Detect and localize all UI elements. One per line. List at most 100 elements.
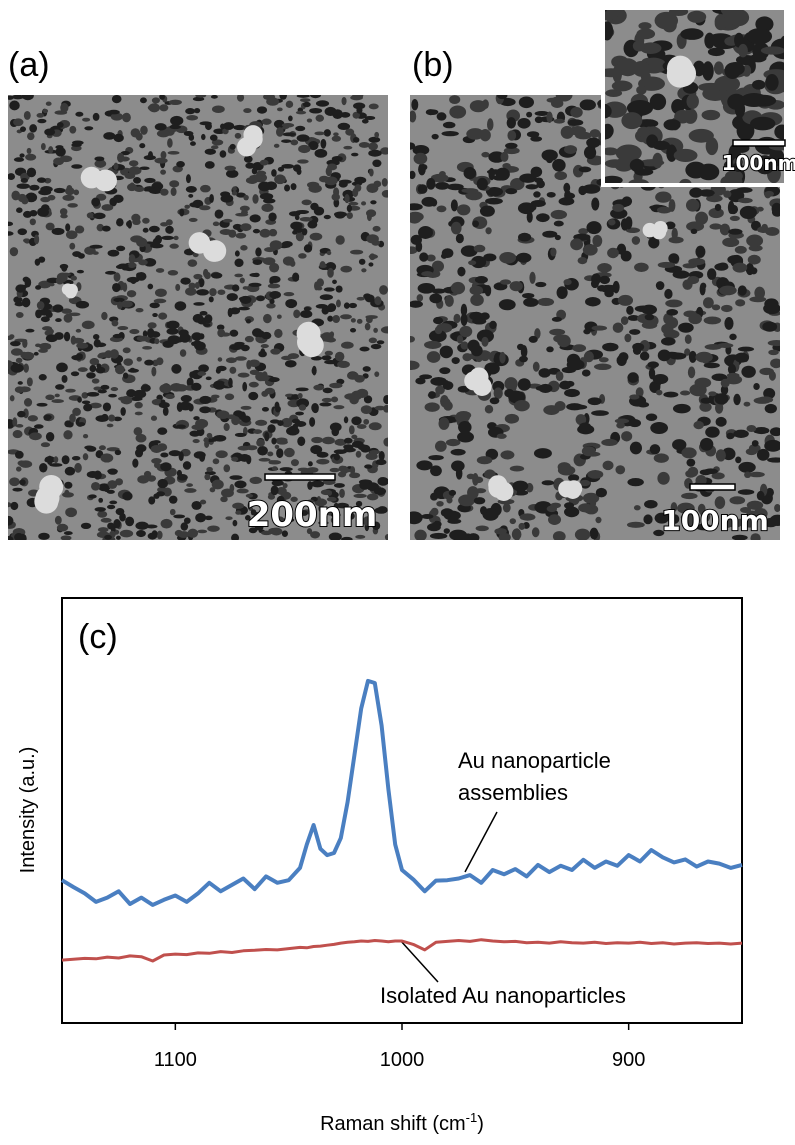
pore xyxy=(731,518,749,524)
pore xyxy=(205,376,212,381)
pore xyxy=(430,465,442,477)
pore xyxy=(19,153,25,158)
pore xyxy=(626,99,654,116)
pore xyxy=(366,234,379,244)
pore xyxy=(616,422,625,429)
pore xyxy=(413,152,428,165)
pore xyxy=(8,221,14,227)
pore xyxy=(368,136,381,143)
pore xyxy=(636,85,647,95)
pore xyxy=(734,352,749,363)
pore xyxy=(240,245,248,251)
pore xyxy=(519,355,528,363)
pore xyxy=(323,214,331,220)
pore xyxy=(209,134,218,141)
pore xyxy=(315,114,325,122)
pore xyxy=(11,95,24,100)
pore xyxy=(749,296,767,303)
pore xyxy=(487,118,494,131)
pore xyxy=(591,197,600,211)
pore xyxy=(632,342,645,352)
pore xyxy=(538,383,553,393)
pore xyxy=(363,293,372,300)
pore xyxy=(426,254,436,262)
pore xyxy=(533,448,552,459)
pore xyxy=(82,453,89,461)
pore xyxy=(481,336,489,347)
pore xyxy=(185,108,196,115)
pore xyxy=(639,42,662,54)
pore xyxy=(166,320,180,330)
pore xyxy=(579,99,595,111)
pore xyxy=(557,465,576,476)
pore xyxy=(117,152,125,163)
pore xyxy=(44,458,56,463)
pore xyxy=(271,466,278,471)
pore xyxy=(765,487,774,497)
pore xyxy=(299,98,311,103)
pore xyxy=(252,259,263,265)
pore xyxy=(53,187,66,194)
pore xyxy=(447,183,464,191)
pore xyxy=(89,364,97,373)
pore xyxy=(209,288,217,297)
pore xyxy=(38,373,47,381)
pore xyxy=(763,517,779,528)
pore xyxy=(139,166,150,171)
pore xyxy=(368,103,379,110)
pore xyxy=(578,166,592,173)
pore xyxy=(10,363,24,373)
particle xyxy=(65,283,78,296)
pore xyxy=(294,420,307,427)
pore xyxy=(8,515,14,526)
pore xyxy=(267,377,280,383)
pore xyxy=(251,167,258,175)
pore xyxy=(771,202,780,215)
particle xyxy=(237,137,257,157)
pore xyxy=(295,110,307,115)
pore xyxy=(276,439,288,445)
pore xyxy=(206,466,213,473)
pore xyxy=(33,424,44,429)
pore xyxy=(169,124,181,130)
pore xyxy=(598,357,609,363)
pore xyxy=(500,151,509,162)
pore xyxy=(410,360,420,371)
pore xyxy=(199,499,207,505)
pore xyxy=(109,349,119,359)
pore xyxy=(484,284,492,297)
pore xyxy=(697,163,720,181)
pore xyxy=(529,271,536,284)
pore xyxy=(746,424,757,433)
pore xyxy=(426,351,441,363)
pore xyxy=(148,496,156,505)
pore xyxy=(665,299,683,308)
pore xyxy=(615,144,642,162)
pore xyxy=(320,138,327,149)
pore xyxy=(352,111,360,119)
pore xyxy=(548,514,562,526)
pore xyxy=(125,516,135,527)
pore xyxy=(175,384,188,392)
pore xyxy=(100,453,114,463)
pore xyxy=(537,297,555,307)
pore xyxy=(136,356,142,362)
pore xyxy=(84,246,96,255)
pore xyxy=(40,186,53,193)
pore xyxy=(17,228,28,236)
pore xyxy=(657,349,671,362)
pore xyxy=(245,177,259,184)
pore xyxy=(243,108,252,114)
pore xyxy=(654,11,679,30)
pore xyxy=(430,492,439,501)
pore xyxy=(326,250,332,256)
pore xyxy=(271,437,277,445)
pore xyxy=(570,238,584,251)
pore xyxy=(327,315,334,322)
pore xyxy=(621,431,633,442)
pore xyxy=(127,262,137,268)
pore xyxy=(150,445,163,453)
pore xyxy=(160,188,169,196)
pore xyxy=(564,145,578,154)
pore xyxy=(518,232,532,242)
